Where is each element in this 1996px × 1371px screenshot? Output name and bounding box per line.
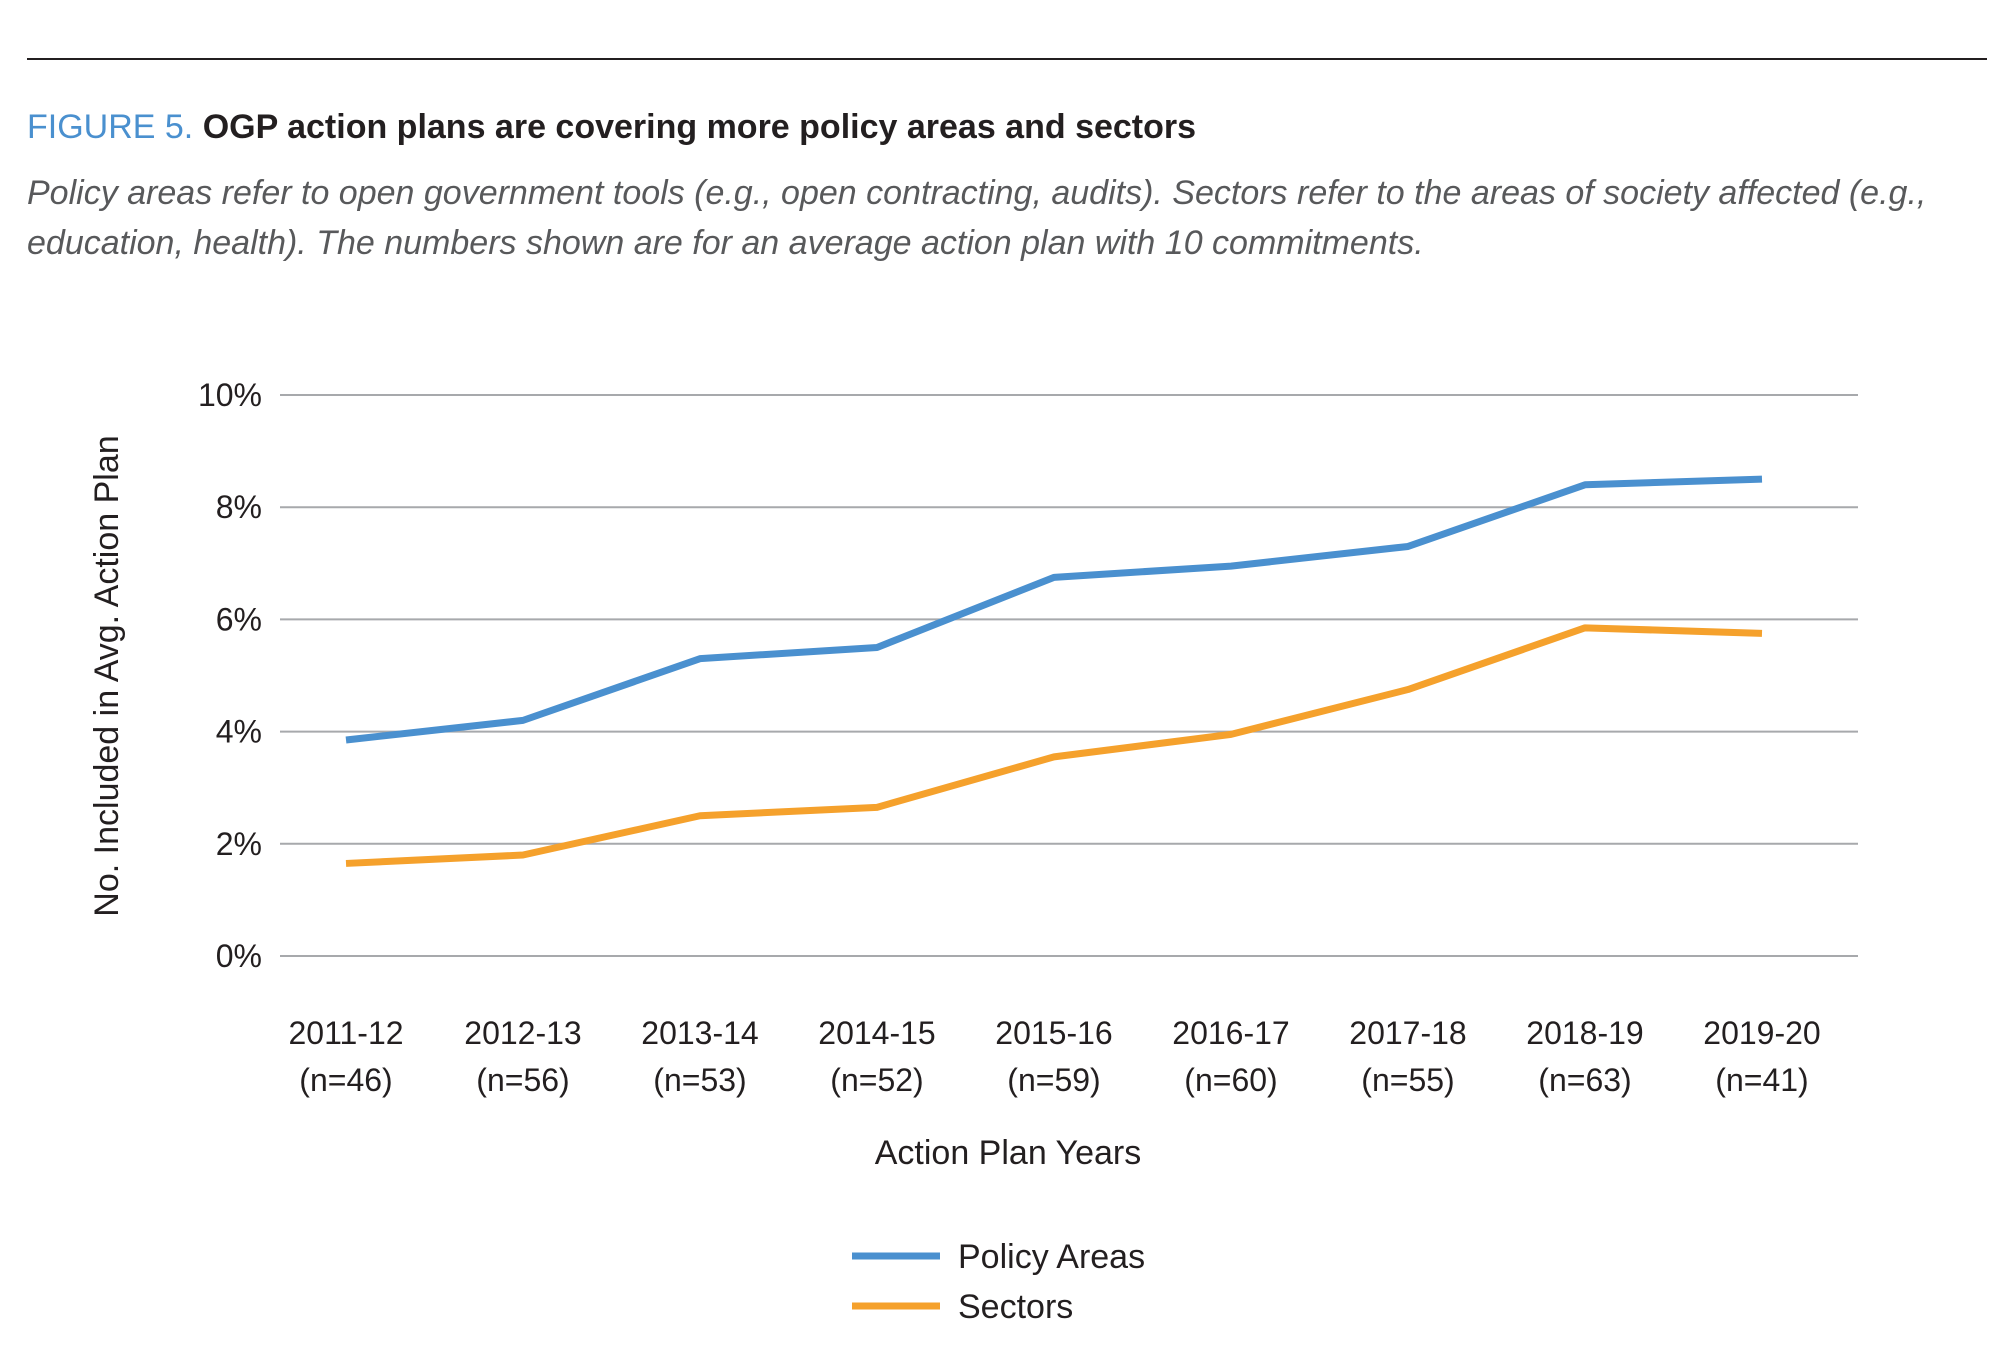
y-tick-label: 8% (216, 489, 262, 525)
x-tick-label: 2016-17 (1172, 1015, 1289, 1051)
series-line-policy-areas (345, 475, 1763, 744)
x-axis-ticks: 2011-12 (n=46) 2012-13 (n=56) 2013-14 (n=53) 2… (288, 1015, 1820, 1098)
y-tick-label: 2% (216, 826, 262, 862)
y-tick-label: 0% (216, 938, 262, 974)
y-axis-ticks: 0% 2% 4% 6% 8% 10% (198, 377, 262, 974)
x-tick-sublabel: (n=60) (1184, 1062, 1277, 1098)
x-tick-label: 2017-18 (1349, 1015, 1466, 1051)
figure-label: FIGURE 5. (27, 108, 194, 146)
gridlines (280, 394, 1858, 957)
top-rule (27, 58, 1987, 60)
x-tick-sublabel: (n=46) (299, 1062, 392, 1098)
y-tick-label: 4% (216, 714, 262, 750)
legend: Policy Areas Sectors (852, 1238, 1145, 1326)
x-tick-label: 2015-16 (995, 1015, 1112, 1051)
x-axis-title: Action Plan Years (875, 1134, 1142, 1172)
x-tick-label: 2014-15 (818, 1015, 935, 1051)
x-tick-sublabel: (n=52) (830, 1062, 923, 1098)
x-tick-label: 2018-19 (1526, 1015, 1643, 1051)
x-tick-sublabel: (n=53) (653, 1062, 746, 1098)
figure-subtitle: Policy areas refer to open government to… (27, 174, 1927, 262)
y-tick-label: 10% (198, 377, 262, 413)
series-lines (345, 475, 1763, 867)
legend-label: Sectors (958, 1288, 1073, 1326)
x-tick-sublabel: (n=55) (1361, 1062, 1454, 1098)
y-axis-title: No. Included in Avg. Action Plan (88, 435, 126, 916)
x-tick-sublabel: (n=63) (1538, 1062, 1631, 1098)
x-tick-label: 2012-13 (464, 1015, 581, 1051)
x-tick-sublabel: (n=59) (1007, 1062, 1100, 1098)
x-tick-label: 2013-14 (641, 1015, 758, 1051)
x-tick-sublabel: (n=41) (1715, 1062, 1808, 1098)
legend-label: Policy Areas (958, 1238, 1145, 1276)
x-tick-sublabel: (n=56) (476, 1062, 569, 1098)
series-line-sectors (345, 624, 1763, 867)
figure-title: FIGURE 5. OGP action plans are covering … (27, 108, 1196, 147)
figure-heading: OGP action plans are covering more polic… (202, 108, 1197, 146)
x-tick-label: 2019-20 (1703, 1015, 1820, 1051)
x-tick-label: 2011-12 (288, 1015, 403, 1051)
y-tick-label: 6% (216, 601, 262, 637)
